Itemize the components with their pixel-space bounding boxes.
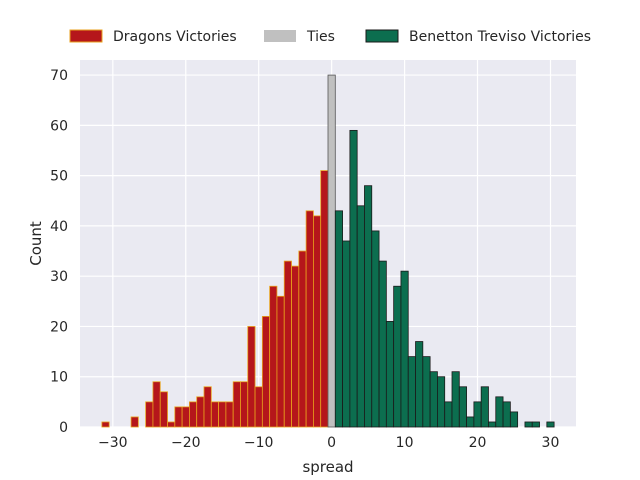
dragons-victories-bar [167,421,176,428]
benetton-treviso-victories-bar [546,421,555,428]
dragons-victories-bar [261,315,271,428]
y-tick-label: 50 [50,169,68,185]
benetton-treviso-victories-bar [407,356,416,428]
x-tick-labels: −30 −20 −10 0 10 20 30 [98,435,559,451]
legend-item-benetton-treviso-victories: Benetton Treviso Victories [365,29,591,45]
benetton-treviso-victories-bar [385,321,395,428]
legend: Dragons Victories Ties Benetton Treviso Vi… [69,29,591,45]
dragons-victories-bar [218,401,227,428]
benetton-treviso-victories-bar [531,421,540,428]
legend-item-dragons-victories: Dragons Victories [69,29,237,45]
benetton-treviso-victories-bar [458,386,467,428]
y-tick-labels: 0 10 20 30 40 50 60 70 [50,68,68,436]
benetton-treviso-victories-bar [415,341,424,428]
dragons-victories-bar [174,406,183,428]
legend-label: Dragons Victories [113,29,237,45]
legend-label: Benetton Treviso Victories [409,29,591,45]
dragons-victories-bar [320,170,329,428]
legend-swatch [365,29,399,43]
x-tick-label: 10 [396,435,414,451]
dragons-victories-bar [247,326,256,428]
benetton-treviso-victories-bar [400,270,409,428]
benetton-treviso-victories-bar [378,260,387,428]
dragons-victories-bar [276,295,285,428]
dragons-victories-bar [196,396,205,428]
benetton-treviso-victories-bar [473,401,482,428]
dragons-victories-bar [305,210,314,428]
ties-bar [327,74,336,428]
dragons-victories-bar [298,250,307,428]
dragons-victories-bar [130,416,139,428]
x-tick-label: −10 [244,435,274,451]
benetton-treviso-victories-bar [349,129,358,428]
benetton-treviso-victories-bar [502,401,511,428]
benetton-treviso-victories-bar [451,371,460,428]
dragons-victories-bar [145,401,154,428]
x-tick-label: 0 [327,435,336,451]
dragons-victories-bar [189,401,198,428]
dragons-victories-bar [291,265,300,428]
y-tick-label: 20 [50,319,68,335]
benetton-treviso-victories-bar [509,411,519,428]
benetton-treviso-victories-bar [393,285,402,428]
bars [101,74,555,428]
dragons-victories-bar [240,381,249,428]
benetton-treviso-victories-bar [422,356,431,428]
x-tick-label: 30 [542,435,560,451]
dragons-victories-bar [232,381,241,428]
benetton-treviso-victories-bar [342,240,351,428]
benetton-treviso-victories-bar [334,210,343,428]
dragons-victories-bar [101,421,110,428]
benetton-treviso-victories-bar [466,416,475,428]
y-tick-label: 40 [50,219,68,235]
y-tick-label: 0 [59,420,68,436]
benetton-treviso-victories-bar [364,185,373,428]
dragons-victories-bar [269,285,278,428]
dragons-victories-bar [152,381,161,428]
dragons-victories-bar [159,391,168,428]
dragons-victories-bar [203,386,212,428]
x-tick-label: −20 [171,435,201,451]
dragons-victories-bar [225,401,234,428]
benetton-treviso-victories-bar [371,230,380,428]
y-tick-label: 60 [50,118,68,134]
y-tick-label: 30 [50,269,68,285]
benetton-treviso-victories-bar [488,421,497,428]
benetton-treviso-victories-bar [480,386,489,428]
dragons-victories-bar [313,215,322,428]
dragons-victories-bar [181,406,190,428]
y-tick-label: 10 [50,370,68,386]
legend-label: Ties [306,29,335,45]
benetton-treviso-victories-bar [524,421,533,428]
dragons-victories-bar [283,260,292,428]
x-axis-label: spread [302,458,353,476]
benetton-treviso-victories-bar [437,376,446,428]
legend-swatch [264,30,296,42]
benetton-treviso-victories-bar [356,205,365,428]
x-tick-label: −30 [98,435,128,451]
y-tick-label: 70 [50,68,68,84]
benetton-treviso-victories-bar [444,401,453,428]
y-axis-label: Count [27,221,45,266]
dragons-victories-bar [210,401,219,428]
benetton-treviso-victories-bar [495,396,504,428]
benetton-treviso-victories-bar [429,371,438,428]
x-tick-label: 20 [469,435,487,451]
legend-swatch [69,29,103,43]
legend-item-ties: Ties [264,29,335,45]
dragons-victories-bar [254,386,263,428]
